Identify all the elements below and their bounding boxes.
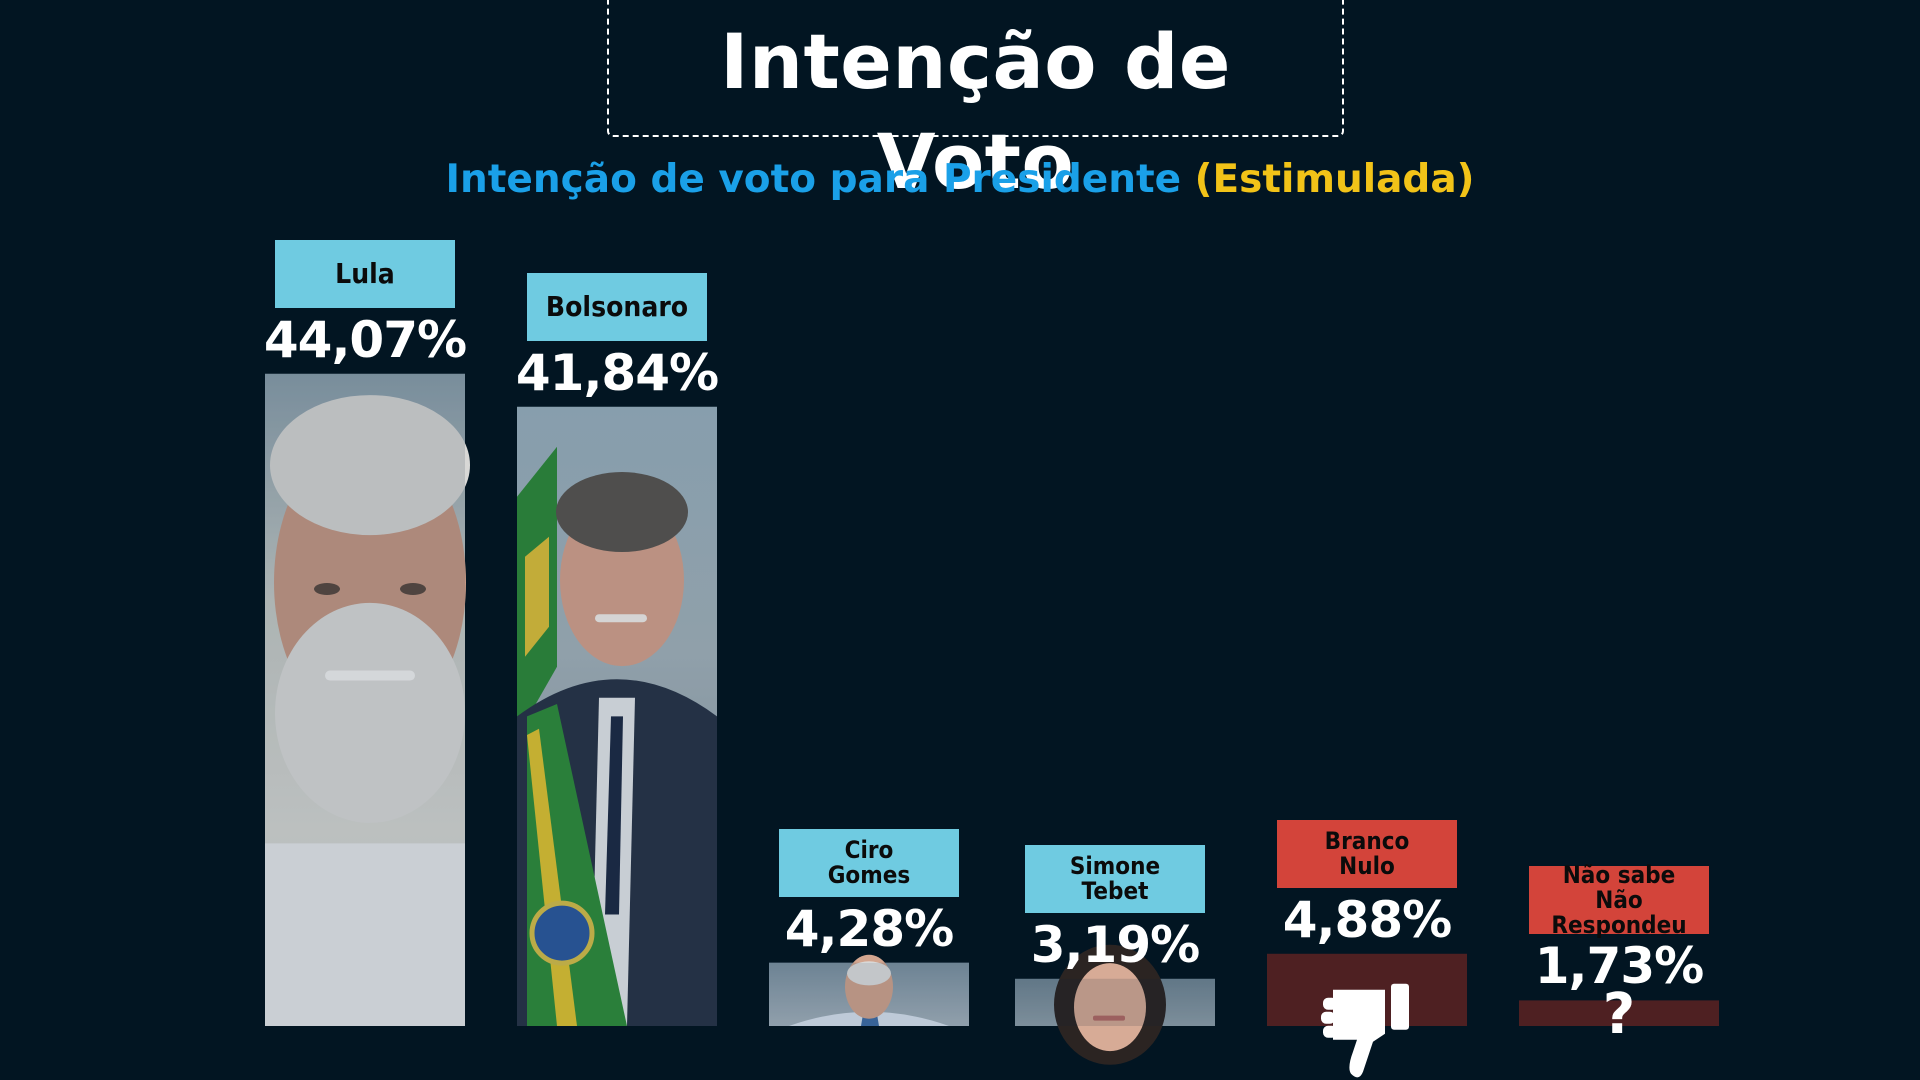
question-mark-value-label: 1,73% <box>1534 937 1704 996</box>
ciro-gomes-bar <box>769 954 969 1026</box>
bolsonaro-photo <box>517 446 717 1026</box>
simone-tebet-value-label: 3,19% <box>1030 915 1200 974</box>
lula-photo <box>265 395 470 1026</box>
bolsonaro-bar <box>517 406 717 1026</box>
ciro-gomes-value-label: 4,28% <box>784 899 954 958</box>
title-box: Intenção de Voto <box>607 0 1344 206</box>
simone-tebet-name-label: Simone Tebet <box>1025 844 1205 913</box>
simone-tebet-photo <box>1054 944 1166 1065</box>
lula-bar <box>265 373 470 1026</box>
thumbs-down-name-label: Branco Nulo <box>1277 819 1457 888</box>
subtitle: Intenção de voto para Presidente (Estimu… <box>0 154 1920 206</box>
simone-tebet-bar <box>1015 944 1215 1065</box>
bolsonaro-name-label: Bolsonaro <box>527 272 707 341</box>
question-mark-bar: ? <box>1519 982 1719 1047</box>
ciro-gomes-photo <box>789 954 949 1026</box>
ciro-gomes-name-label: Ciro Gomes <box>779 828 959 897</box>
thumbs-down-icon <box>1321 983 1409 1078</box>
question-mark-bar-rect <box>1519 1000 1719 1026</box>
question-mark-name-label: Não sabe Não Respondeu <box>1529 862 1709 937</box>
subtitle-qualifier: (Estimulada) <box>1194 157 1475 202</box>
subtitle-main: Intenção de voto para Presidente <box>445 157 1182 202</box>
bolsonaro-value-label: 41,84% <box>515 343 719 402</box>
thumbs-down-value-label: 4,88% <box>1282 890 1452 949</box>
thumbs-down-bar <box>1267 953 1467 1078</box>
question-mark-icon: ? <box>1603 982 1635 1047</box>
page-title: Intenção de Voto <box>720 17 1231 206</box>
lula-name-label: Lula <box>275 239 455 308</box>
lula-value-label: 44,07% <box>263 310 467 369</box>
